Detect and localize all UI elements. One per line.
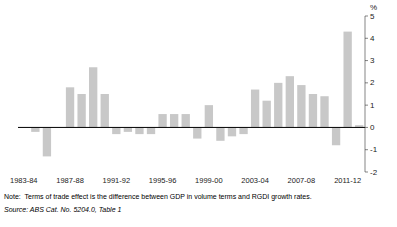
- bar: [274, 83, 282, 128]
- y-tick: [365, 172, 368, 173]
- x-tick-label: 2011-12: [334, 176, 361, 185]
- y-tick-label: 2: [370, 78, 375, 87]
- bars: [31, 32, 363, 157]
- x-tick-label: 2007-08: [288, 176, 316, 185]
- bar: [182, 114, 190, 127]
- y-tick-label: -2: [370, 168, 378, 177]
- note: Note: Terms of trade effect is the diffe…: [4, 193, 312, 201]
- bar: [101, 94, 109, 127]
- bar: [112, 127, 120, 134]
- y-tick: [365, 149, 368, 150]
- y-label: %: [370, 3, 377, 12]
- bar: [170, 114, 178, 127]
- source: Source: ABS Cat. No. 5204.0, Table 1: [4, 206, 121, 213]
- y-tick: [365, 38, 368, 39]
- y-tick-label: 4: [370, 34, 375, 43]
- x-tick-label: 1995-96: [149, 176, 177, 185]
- bar: [251, 90, 259, 128]
- bar: [263, 101, 271, 128]
- y-tick-label: 5: [370, 12, 375, 21]
- x-tick-label: 1983-84: [10, 176, 38, 185]
- bar: [343, 32, 351, 128]
- x-tick-label: 1987-88: [56, 176, 84, 185]
- bar: [320, 96, 328, 127]
- y-tick-label: 0: [370, 123, 375, 132]
- bar: [135, 127, 143, 134]
- x-tick-label: 1999-00: [195, 176, 223, 185]
- bar: [89, 67, 97, 127]
- bar: [124, 127, 132, 131]
- bar: [228, 127, 236, 136]
- y-tick-label: 3: [370, 56, 375, 65]
- bar: [216, 127, 224, 140]
- y-tick: [365, 105, 368, 106]
- bar: [286, 76, 294, 127]
- bar: [193, 127, 201, 138]
- bar: [205, 105, 213, 127]
- zero-line: [18, 127, 365, 128]
- chart: -2 -1 0 1 2 3 4 5% 1983-84 1987-88 1991-92 1995-96 1…: [0, 0, 397, 227]
- y-axis: [365, 16, 366, 172]
- y-tick: [365, 16, 368, 17]
- y-tick: [365, 60, 368, 61]
- bar: [66, 87, 74, 127]
- y-tick: [365, 82, 368, 83]
- bar: [158, 114, 166, 127]
- bar: [147, 127, 155, 134]
- x-tick-label: 2003-04: [241, 176, 269, 185]
- bar: [297, 85, 305, 127]
- bar: [77, 94, 85, 127]
- bar: [31, 127, 39, 131]
- bar: [332, 127, 340, 145]
- x-tick-label: 1991-92: [103, 176, 131, 185]
- bar: [43, 127, 51, 156]
- bar: [239, 127, 247, 134]
- y-tick: [365, 127, 368, 128]
- bar: [309, 94, 317, 127]
- y-tick-label: 1: [370, 101, 375, 110]
- y-tick-label: -1: [370, 145, 378, 154]
